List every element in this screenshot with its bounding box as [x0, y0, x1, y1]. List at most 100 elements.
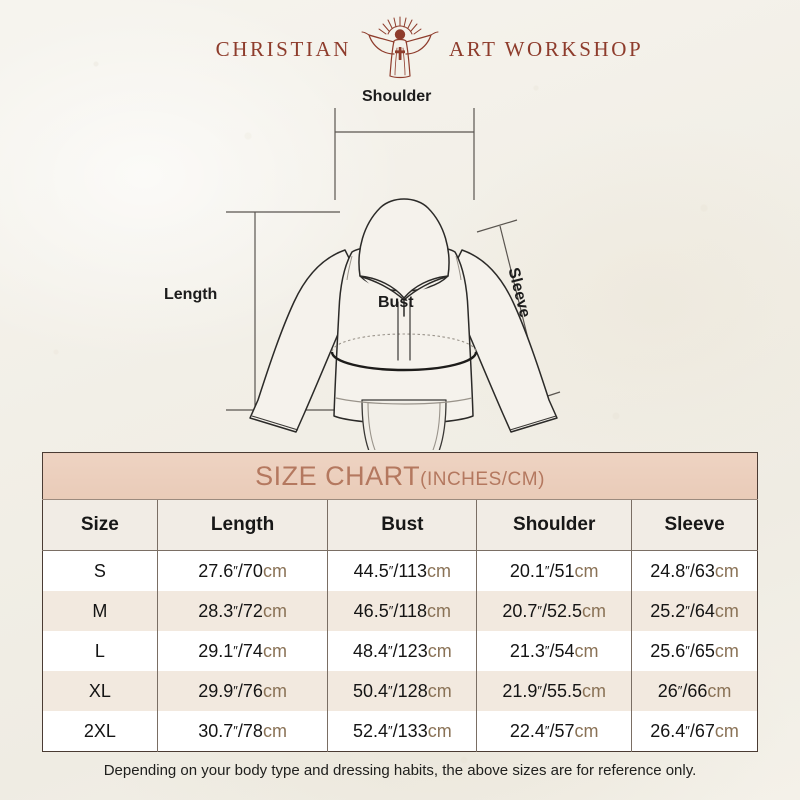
- value-inches: 27.6: [198, 560, 234, 581]
- cell-shoulder: 21.3″/54cm: [476, 631, 633, 671]
- value-centimeters: 63: [694, 560, 715, 581]
- column-header-length: Length: [157, 499, 329, 551]
- cell-length: 27.6″/70cm: [157, 550, 329, 591]
- value-centimeters: 70: [242, 560, 263, 581]
- size-chart-footnote: Depending on your body type and dressing…: [103, 762, 697, 779]
- table-header-row: Size Length Bust Shoulder Sleeve: [42, 499, 758, 551]
- unit-separator: /: [541, 600, 547, 621]
- value-centimeters: 113: [398, 560, 428, 581]
- inch-mark: ″: [537, 682, 542, 698]
- unit-cm-label: cm: [427, 680, 452, 701]
- unit-cm-label: cm: [262, 680, 287, 701]
- column-header-size: Size: [42, 499, 158, 551]
- unit-separator: /: [682, 680, 688, 701]
- unit-cm-label: cm: [427, 560, 452, 581]
- unit-cm-label: cm: [427, 640, 452, 661]
- title-unit-text: (INCHES/CM): [420, 468, 545, 490]
- inch-mark: ″: [388, 682, 393, 698]
- unit-separator: /: [689, 720, 695, 741]
- inch-mark: ″: [233, 562, 238, 578]
- cell-length: 30.7″/78cm: [157, 711, 329, 752]
- dimension-label-shoulder: Shoulder: [362, 88, 432, 105]
- value-inches: 22.4: [509, 720, 545, 741]
- christ-figure-with-cross-icon: [357, 14, 443, 84]
- value-inches: 26.4: [650, 720, 686, 741]
- brand-header: CHRISTIAN: [0, 14, 800, 84]
- inch-mark: ″: [233, 642, 238, 658]
- unit-cm-label: cm: [714, 560, 739, 581]
- column-header-sleeve: Sleeve: [631, 499, 758, 551]
- cell-shoulder: 22.4″/57cm: [476, 711, 633, 752]
- unit-cm-label: cm: [262, 600, 287, 621]
- unit-separator: /: [237, 600, 243, 621]
- unit-separator: /: [392, 720, 398, 741]
- value-inches: 20.7: [502, 600, 538, 621]
- unit-separator: /: [237, 720, 243, 741]
- value-centimeters: 76: [242, 680, 263, 701]
- value-centimeters: 51: [554, 560, 575, 581]
- inch-mark: ″: [388, 722, 393, 738]
- unit-separator: /: [393, 560, 399, 581]
- cell-bust: 52.4″/133cm: [327, 711, 478, 752]
- inch-mark: ″: [685, 602, 690, 618]
- inch-mark: ″: [685, 642, 690, 658]
- cell-bust: 50.4″/128cm: [327, 671, 478, 711]
- table-row: M 28.3″/72cm 46.5″/118cm 20.7″/52.5cm 25.2″/…: [42, 591, 758, 631]
- value-inches: 50.4: [353, 680, 389, 701]
- unit-separator: /: [393, 600, 399, 621]
- inch-mark: ″: [537, 602, 542, 618]
- unit-cm-label: cm: [262, 640, 287, 661]
- cell-length: 28.3″/72cm: [157, 591, 329, 631]
- value-inches: 30.7: [198, 720, 234, 741]
- inch-mark: ″: [388, 642, 393, 658]
- value-inches: 44.5: [353, 560, 389, 581]
- value-centimeters: 128: [397, 680, 428, 701]
- table-row: L 29.1″/74cm 48.4″/123cm 21.3″/54cm 25.6″/65…: [42, 631, 758, 671]
- value-centimeters: 54: [554, 640, 575, 661]
- inch-mark: ″: [544, 562, 550, 578]
- value-inches: 29.9: [198, 680, 234, 701]
- unit-separator: /: [392, 680, 398, 701]
- unit-separator: /: [549, 640, 555, 661]
- value-centimeters: 118: [398, 600, 428, 621]
- value-inches: 21.9: [502, 680, 538, 701]
- value-inches: 25.2: [650, 600, 686, 621]
- cell-sleeve: 25.2″/64cm: [631, 591, 758, 631]
- hoodie-measurement-diagram: Shoulder Length Bust Sleeve: [0, 80, 800, 459]
- brand-name-right: ART WORKSHOP: [449, 36, 644, 61]
- cell-bust: 46.5″/118cm: [327, 591, 478, 631]
- value-centimeters: 64: [694, 600, 715, 621]
- unit-separator: /: [689, 600, 695, 621]
- cell-sleeve: 26″/66cm: [631, 671, 758, 711]
- cell-shoulder: 21.9″/55.5cm: [476, 671, 633, 711]
- unit-separator: /: [549, 560, 555, 581]
- inch-mark: ″: [685, 722, 690, 738]
- inch-mark: ″: [233, 602, 238, 618]
- inch-mark: ″: [233, 682, 238, 698]
- inch-mark: ″: [388, 602, 394, 618]
- value-inches: 52.4: [353, 720, 389, 741]
- size-chart-table: SIZE CHART(INCHES/CM) Size Length Bust S…: [42, 452, 758, 752]
- unit-cm-label: cm: [714, 720, 739, 741]
- unit-separator: /: [237, 640, 243, 661]
- value-centimeters: 55.5: [547, 680, 583, 701]
- table-row: 2XL 30.7″/78cm 52.4″/133cm 22.4″/57cm 26.4″/…: [42, 711, 758, 752]
- unit-cm-label: cm: [262, 720, 287, 741]
- unit-cm-label: cm: [582, 680, 607, 701]
- value-inches: 20.1: [509, 560, 545, 581]
- cell-shoulder: 20.1″/51cm: [476, 550, 633, 591]
- value-centimeters: 74: [242, 640, 263, 661]
- table-row: S 27.6″/70cm 44.5″/113cm 20.1″/51cm 24.8″/63…: [42, 550, 758, 591]
- cell-size: M: [42, 591, 158, 631]
- value-inches: 28.3: [198, 600, 234, 621]
- unit-separator: /: [541, 680, 547, 701]
- cell-length: 29.9″/76cm: [157, 671, 329, 711]
- value-centimeters: 78: [242, 720, 263, 741]
- cell-size: S: [42, 550, 158, 591]
- cell-sleeve: 24.8″/63cm: [631, 550, 758, 591]
- value-inches: 25.6: [650, 640, 686, 661]
- value-centimeters: 65: [694, 640, 715, 661]
- unit-cm-label: cm: [427, 600, 452, 621]
- cell-size: L: [42, 631, 158, 671]
